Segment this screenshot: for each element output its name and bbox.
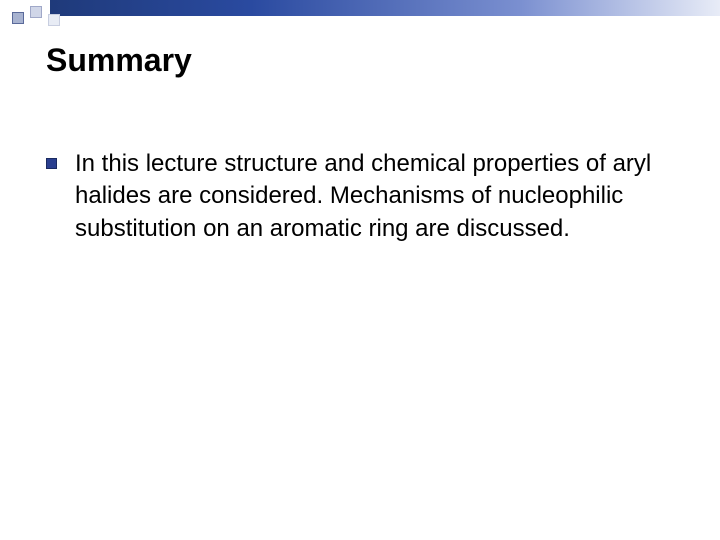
slide-title: Summary <box>46 42 192 79</box>
bullet-marker-icon <box>46 158 57 169</box>
decorative-square-icon <box>12 12 24 24</box>
slide-top-bar <box>0 0 720 22</box>
bullet-text: In this lecture structure and chemical p… <box>75 148 670 245</box>
slide-content: In this lecture structure and chemical p… <box>46 148 670 245</box>
decorative-square-icon <box>30 6 42 18</box>
decorative-square-icon <box>48 14 60 26</box>
decorative-squares <box>12 4 60 16</box>
bullet-item: In this lecture structure and chemical p… <box>46 148 670 245</box>
top-bar-gradient <box>50 0 720 16</box>
